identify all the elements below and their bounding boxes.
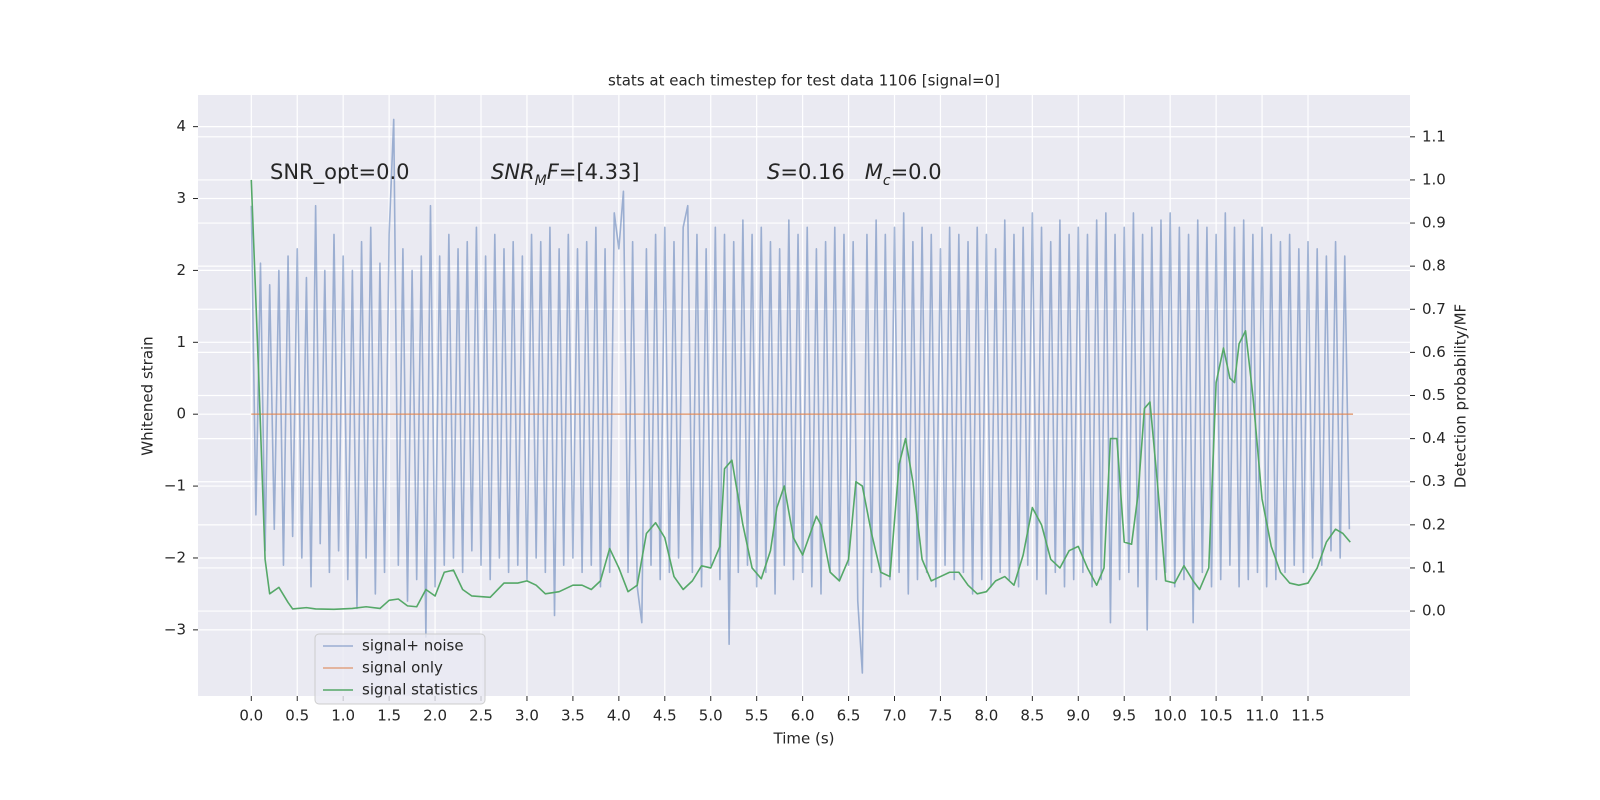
legend-label: signal statistics <box>362 681 478 699</box>
x-tick-label: 10.0 <box>1153 707 1186 725</box>
x-tick-label: 11.5 <box>1291 707 1324 725</box>
x-tick-label: 3.5 <box>561 707 585 725</box>
y2-tick-label: 0.2 <box>1422 515 1446 533</box>
x-tick-label: 5.0 <box>699 707 723 725</box>
y2-tick-label: 1.0 <box>1422 170 1446 188</box>
x-tick-label: 4.0 <box>607 707 631 725</box>
legend-label: signal only <box>362 659 443 677</box>
x-tick-label: 2.0 <box>423 707 447 725</box>
annotation-part: =0.0 <box>891 160 942 184</box>
y-tick-label: −2 <box>164 548 186 566</box>
chart-title: stats at each timestep for test data 110… <box>608 72 1000 90</box>
y2-tick-label: 0.6 <box>1422 343 1446 361</box>
series-line <box>250 118 1351 674</box>
x-tick-label: 9.0 <box>1066 707 1090 725</box>
annotation: S=0.16 Mc=0.0 <box>767 160 942 189</box>
x-tick-label: 0.0 <box>239 707 263 725</box>
y2-tick-label: 0.7 <box>1422 300 1446 318</box>
annotation-part: SNR_opt=0.0 <box>270 160 410 185</box>
y-tick-label: 4 <box>176 117 186 135</box>
y2-tick-label: 0.9 <box>1422 214 1446 232</box>
y-tick-label: 2 <box>176 261 186 279</box>
x-tick-label: 1.0 <box>331 707 355 725</box>
annotation-part: M <box>865 160 883 184</box>
x-tick-label: 4.5 <box>653 707 677 725</box>
x-tick-label: 10.5 <box>1199 707 1232 725</box>
y-tick-label: 1 <box>176 333 186 351</box>
x-tick-label: 2.5 <box>469 707 493 725</box>
x-tick-label: 3.0 <box>515 707 539 725</box>
x-axis-label: Time (s) <box>773 730 835 748</box>
annotation-part: M <box>535 173 547 189</box>
y2-axis-label: Detection probability/MF <box>1452 304 1470 488</box>
y-axis-label: Whitened strain <box>139 336 157 455</box>
y2-tick-label: 1.1 <box>1422 127 1446 145</box>
y2-tick-label: 0.8 <box>1422 257 1446 275</box>
annotation-part: =[4.33] <box>559 160 640 184</box>
x-tick-label: 7.5 <box>929 707 953 725</box>
series-line <box>250 179 1351 611</box>
y-tick-label: −1 <box>164 477 186 495</box>
x-tick-label: 7.0 <box>883 707 907 725</box>
annotation: SNRMF=[4.33] <box>491 160 640 189</box>
x-tick-label: 6.0 <box>791 707 815 725</box>
annotation-part: F <box>547 160 560 184</box>
y2-tick-label: 0.1 <box>1422 558 1446 576</box>
x-tick-label: 0.5 <box>285 707 309 725</box>
legend-label: signal+ noise <box>362 637 464 655</box>
y-tick-label: −3 <box>164 620 186 638</box>
y2-tick-label: 0.3 <box>1422 472 1446 490</box>
y2-tick-label: 0.4 <box>1422 429 1446 447</box>
annotation: SNR_opt=0.0 <box>270 160 410 185</box>
x-tick-label: 5.5 <box>745 707 769 725</box>
x-tick-label: 8.5 <box>1020 707 1044 725</box>
x-tick-label: 9.5 <box>1112 707 1136 725</box>
annotation-part: c <box>883 173 891 189</box>
annotation-part: S <box>767 160 780 184</box>
x-tick-label: 6.5 <box>837 707 861 725</box>
x-tick-label: 1.5 <box>377 707 401 725</box>
y2-tick-label: 0.0 <box>1422 602 1446 620</box>
y-tick-label: 3 <box>176 189 186 207</box>
y2-tick-label: 0.5 <box>1422 386 1446 404</box>
legend-box <box>314 633 486 705</box>
x-tick-label: 11.0 <box>1245 707 1278 725</box>
x-tick-label: 8.0 <box>974 707 998 725</box>
annotation-part: =0.16 <box>780 160 864 184</box>
y-tick-label: 0 <box>176 405 186 423</box>
annotation-part: SNR <box>491 160 535 184</box>
